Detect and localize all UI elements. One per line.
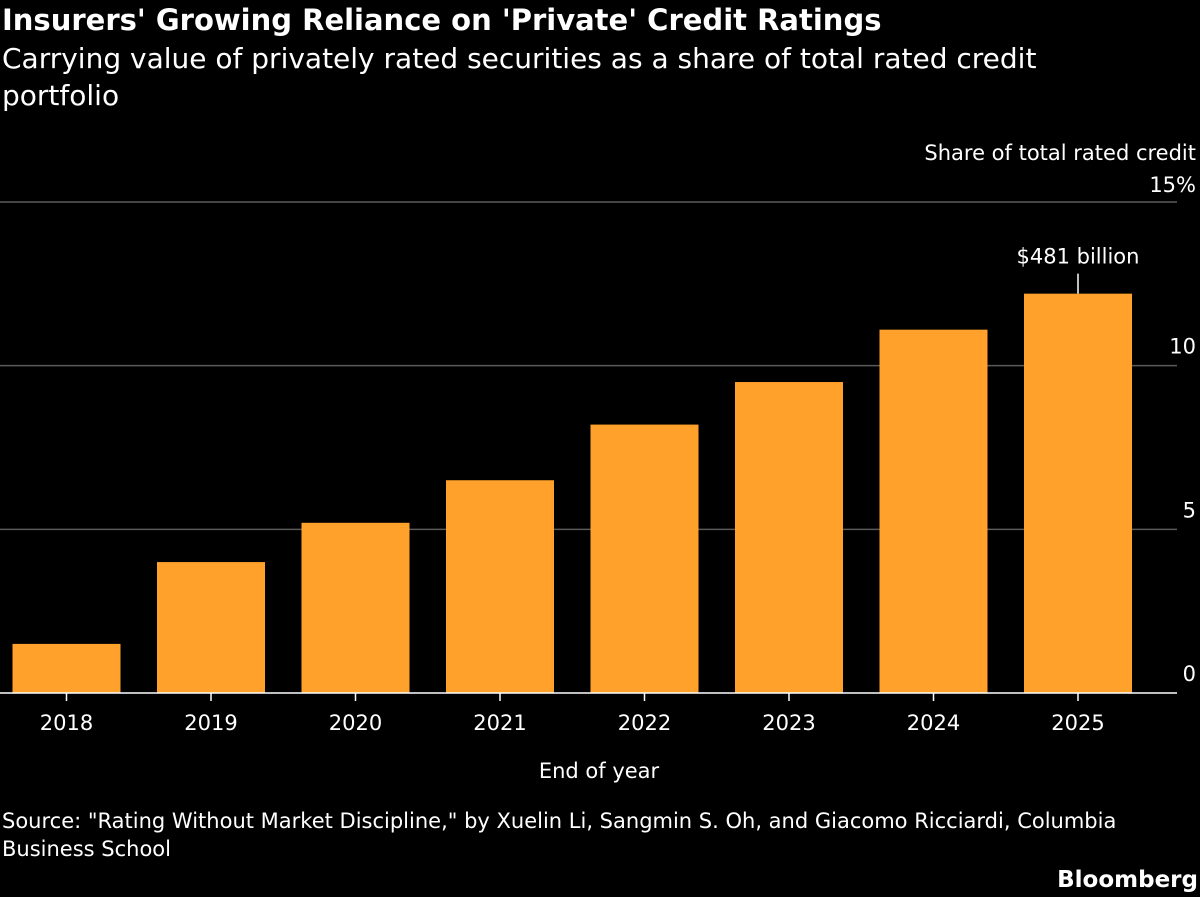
labels: 0 5 10 15% 2018 2019 2020 2021 2022 2023 2024 2025 $…	[40, 173, 1196, 735]
gridlines	[0, 201, 1177, 531]
x-tick-label-2022: 2022	[618, 711, 671, 735]
bar-2018	[12, 643, 121, 693]
y-tick-label: 5	[1183, 498, 1196, 522]
x-tick-label-2023: 2023	[762, 711, 815, 735]
source-note: Source: "Rating Without Market Disciplin…	[2, 809, 1117, 861]
bar-2023	[735, 382, 843, 693]
x-tick-label-2024: 2024	[907, 711, 960, 735]
bar-2025	[1024, 293, 1132, 693]
x-tick-label-2019: 2019	[184, 711, 237, 735]
x-tick-label-2020: 2020	[329, 711, 382, 735]
x-tick-label-2021: 2021	[473, 711, 526, 735]
bars	[12, 293, 1132, 693]
y-axis-label: Share of total rated credit	[924, 141, 1196, 165]
x-axis-label-text: End of year	[538, 759, 660, 783]
annotation-label: $481 billion	[1017, 245, 1140, 269]
x-tick-label-2018: 2018	[40, 711, 93, 735]
y-tick-label: 15%	[1149, 173, 1196, 197]
bar-2021	[446, 480, 554, 693]
y-tick-label: 10	[1169, 335, 1196, 359]
bar-2022	[590, 424, 699, 693]
x-axis-label: End of year	[0, 758, 1200, 784]
y-tick-label: 0	[1183, 662, 1196, 686]
chart-title: Insurers' Growing Reliance on 'Private' …	[2, 3, 882, 37]
bar-2020	[301, 522, 410, 693]
bar-2019	[157, 562, 265, 693]
chart-subtitle: Carrying value of privately rated securi…	[2, 42, 1037, 112]
bloomberg-logo: Bloomberg	[1057, 867, 1198, 893]
x-tick-label-2025: 2025	[1051, 711, 1104, 735]
axes	[0, 692, 1177, 701]
bar-2024	[879, 329, 988, 693]
